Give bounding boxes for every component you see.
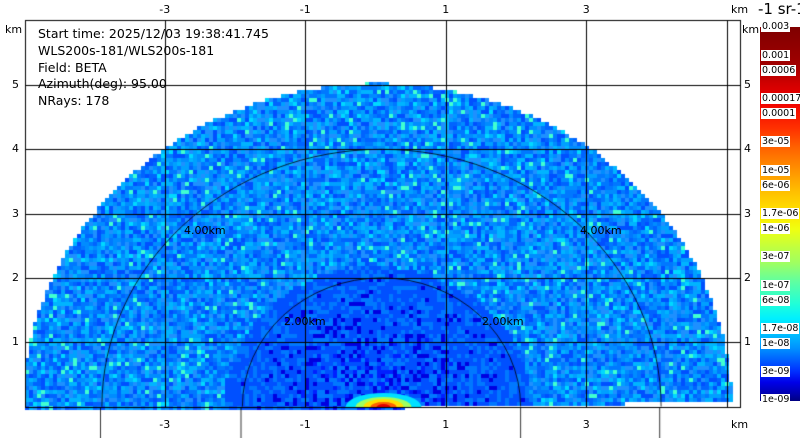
ring-label: 4.00km [184, 224, 226, 237]
y-tick-left: 4 [12, 142, 19, 156]
y-tick-right: 5 [744, 78, 751, 91]
colorbar-tick: 1e-08 [761, 338, 791, 349]
y-tick-right: 3 [744, 206, 751, 220]
colorbar-tick: 3e-05 [761, 136, 791, 147]
x-tick-top: 1 [442, 3, 450, 16]
colorbar-tick: 0.0001 [761, 108, 797, 119]
x-unit-top: km [731, 3, 749, 16]
colorbar-tick: 3e-09 [761, 366, 791, 377]
ring-label: 2.00km [482, 315, 524, 328]
y-tick-right: 4 [744, 142, 751, 156]
y-unit-left: km [5, 23, 23, 36]
y-tick-left: 1 [12, 335, 19, 349]
x-tick-bottom: 1 [442, 418, 450, 431]
y-tick-right: 1 [744, 335, 751, 349]
colorbar-tick: 1.7e-08 [761, 323, 800, 334]
ring-label: 4.00km [580, 224, 622, 237]
y-tick-left: 3 [12, 206, 19, 220]
instrument: WLS200s-181/WLS200s-181 [38, 42, 215, 58]
x-tick-top: -1 [299, 3, 311, 16]
colorbar-tick: 0.00017 [761, 93, 800, 104]
y-tick-right: 2 [744, 270, 751, 284]
colorbar-tick: 1e-05 [761, 165, 791, 176]
x-tick-bottom: -1 [299, 418, 311, 431]
colorbar-tick: 3e-07 [761, 251, 791, 262]
y-unit-right: km [742, 23, 760, 36]
field: Field: BETA [38, 59, 107, 75]
colorbar-tick: 0.0006 [761, 65, 797, 76]
x-tick-top: -3 [159, 3, 171, 16]
nrays: NRays: 178 [38, 93, 110, 109]
y-tick-left: 2 [12, 270, 19, 284]
ring-label: 2.00km [284, 315, 326, 328]
colorbar-tick: 0.001 [761, 50, 791, 61]
azimuth: Azimuth(deg): 95.00 [38, 76, 167, 92]
colorbar-tick: 1e-09 [761, 394, 791, 405]
info-box: Start time: 2025/12/03 19:38:41.745 WLS2… [38, 26, 269, 110]
x-unit-bottom: km [731, 418, 749, 431]
colorbar-tick: 6e-06 [761, 180, 791, 191]
colorbar-tick: 1.7e-06 [761, 208, 800, 219]
x-tick-bottom: 3 [582, 418, 590, 431]
colorbar-tick: 0.003 [761, 21, 791, 32]
start-time: Start time: 2025/12/03 19:38:41.745 [38, 26, 269, 41]
y-tick-left: 5 [12, 78, 19, 91]
colorbar-tick: 1e-06 [761, 223, 791, 234]
colorbar-title: -1 sr-1 [758, 0, 800, 18]
x-tick-bottom: -3 [159, 418, 171, 431]
colorbar-tick: 6e-08 [761, 295, 791, 306]
colorbar-tick: 1e-07 [761, 280, 791, 291]
x-tick-top: 3 [582, 3, 590, 16]
